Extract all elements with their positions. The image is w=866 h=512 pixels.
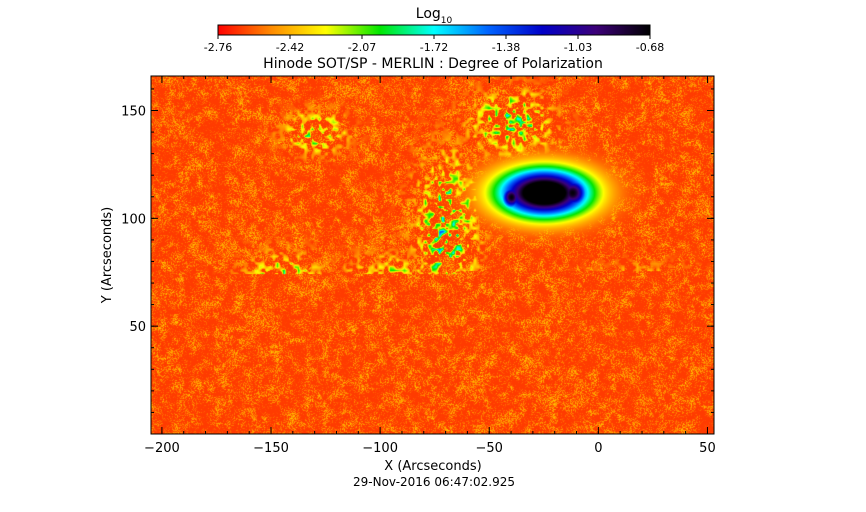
colorbar [217, 24, 651, 36]
x-tick-label: −50 [476, 441, 503, 456]
x-tick-label: 50 [699, 441, 716, 456]
plot-frame [150, 75, 715, 435]
colorbar-tick-label: -2.07 [348, 41, 376, 54]
colorbar-tick-label: -1.38 [492, 41, 520, 54]
colorbar-tick-label: -0.68 [636, 41, 664, 54]
x-tick-label: −150 [253, 441, 289, 456]
colorbar-label: Log10 [416, 6, 453, 26]
x-tick-label: −200 [144, 441, 180, 456]
y-tick-label: 50 [129, 320, 146, 335]
colorbar-tick-label: -2.76 [204, 41, 232, 54]
x-tick-label: 0 [594, 441, 602, 456]
y-axis-label: Y (Arcseconds) [100, 207, 115, 304]
plot-area: −200 −150 −100 −50 0 50 50 100 150 [121, 75, 716, 456]
x-tick-label: −100 [362, 441, 398, 456]
colorbar-tick-label: -1.72 [420, 41, 448, 54]
y-axis-ticks: 50 100 150 [121, 88, 714, 413]
colorbar-tick-label: -1.03 [564, 41, 592, 54]
timestamp: 29-Nov-2016 06:47:02.925 [353, 475, 515, 489]
chart-title: Hinode SOT/SP - MERLIN : Degree of Polar… [263, 56, 603, 72]
x-axis-label: X (Arcseconds) [384, 459, 481, 474]
heatmap-image [151, 76, 714, 434]
colorbar-tick-label: -2.42 [276, 41, 304, 54]
colorbar-ticks: -2.76 -2.42 -2.07 -1.72 -1.38 -1.03 -0.68 [204, 35, 664, 54]
x-axis-ticks: −200 −150 −100 −50 0 50 [144, 76, 716, 456]
y-tick-label: 100 [121, 212, 146, 227]
y-tick-label: 150 [121, 105, 146, 120]
